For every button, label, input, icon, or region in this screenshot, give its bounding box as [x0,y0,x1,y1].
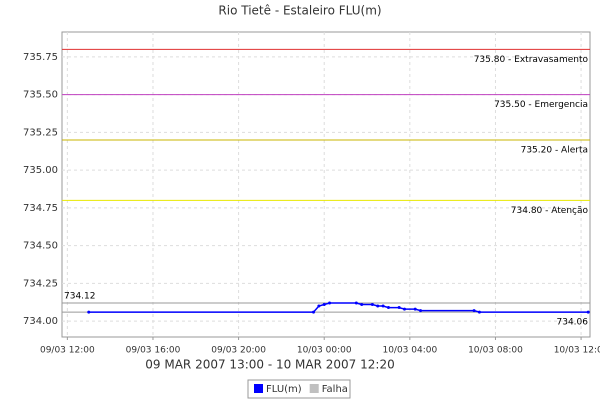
data-point [312,310,316,314]
threshold-label: 735.80 - Extravasamento [474,55,589,65]
data-point [472,309,476,313]
legend-swatch [309,384,319,393]
y-tick-label: 734.50 [23,241,58,252]
x-tick-label: 10/03 08:00 [468,346,523,356]
chart-subtitle: 09 MAR 2007 13:00 - 10 MAR 2007 12:20 [145,358,394,372]
data-point [381,304,385,308]
y-tick-label: 735.50 [23,90,58,101]
y-tick-label: 735.75 [23,52,58,63]
data-point [328,301,332,305]
data-point [370,303,374,307]
threshold-label: 734.80 - Atenção [511,206,589,216]
data-point [317,304,321,308]
x-tick-label: 10/03 12:00 [554,346,600,356]
data-point [376,304,380,308]
y-tick-label: 734.25 [23,278,58,289]
legend-swatch [254,384,263,393]
data-point [322,303,326,307]
x-tick-label: 09/03 20:00 [211,346,266,356]
y-tick-label: 734.75 [23,203,58,214]
threshold-label: 734.12 [64,292,96,302]
data-point [402,307,406,311]
chart-title: Rio Tietê - Estaleiro FLU(m) [218,4,381,18]
y-tick-label: 735.25 [23,127,58,138]
legend-label: FLU(m) [266,384,302,395]
data-point [386,306,390,310]
x-tick-label: 10/03 00:00 [297,346,352,356]
data-point [397,306,401,310]
data-point [87,310,91,314]
legend-label: Falha [322,384,348,395]
y-tick-label: 735.00 [23,165,58,176]
data-point [477,310,481,314]
x-tick-label: 10/03 04:00 [382,346,437,356]
x-tick-label: 09/03 16:00 [126,346,181,356]
data-point [413,307,417,311]
data-point [360,303,364,307]
data-point [586,310,590,314]
threshold-label: 734.06 [557,318,589,328]
legend-box [247,379,351,399]
plot-area [61,31,591,338]
x-tick-label: 09/03 12:00 [40,346,95,356]
threshold-label: 735.50 - Emergencia [494,100,588,110]
data-point [419,309,423,313]
threshold-label: 735.20 - Alerta [521,145,588,155]
y-tick-label: 734.00 [23,316,58,327]
data-point [354,301,358,305]
